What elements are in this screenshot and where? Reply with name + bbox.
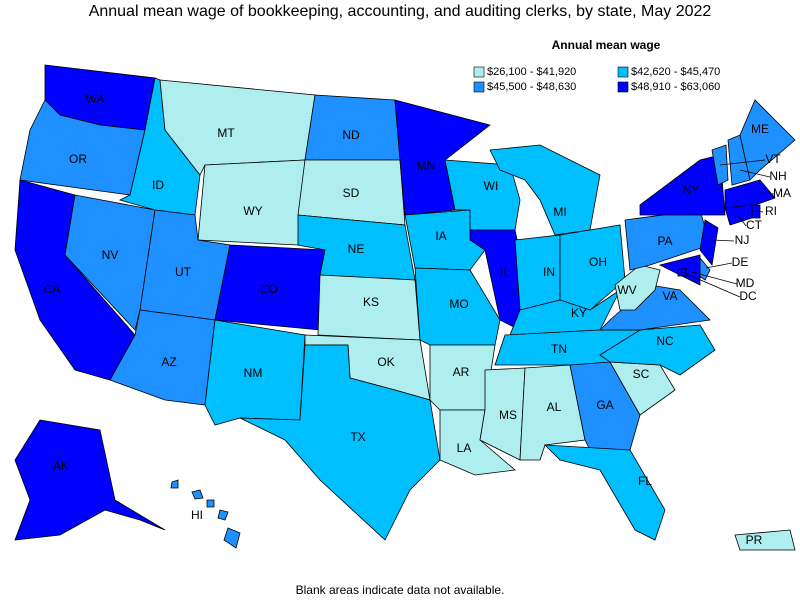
leader-line [719,159,766,166]
legend-label: $26,100 - $41,920 [487,66,576,78]
state-label: SD [343,186,360,200]
state-label: KS [363,295,379,309]
state-label: WA [86,92,105,106]
legend-label: $42,620 - $45,470 [631,66,720,78]
state-shape [217,509,229,521]
state-label: AL [547,400,562,414]
state-label: WV [617,283,636,297]
state-label: RI [765,204,777,218]
legend-swatch [617,81,629,93]
map-title: Annual mean wage of bookkeeping, account… [89,3,712,20]
legend-label: $45,500 - $48,630 [487,81,576,93]
state-shape [191,489,204,500]
state-label: IN [543,265,555,279]
state-label: AR [453,365,470,379]
leader-line [759,192,775,195]
state-shape [543,444,666,541]
state-shape [639,154,726,216]
state-label: LA [457,441,472,455]
legend: $26,100 - $41,920 $42,620 - $45,470 $45,50… [473,66,720,93]
state-label: CO [260,282,278,296]
state-label: MD [736,276,755,290]
leader-line [705,262,733,269]
state-shape [734,529,796,551]
leader-line [711,239,735,242]
state-shape [14,419,166,541]
state-label: HI [191,508,203,522]
state-labels: WA OR CA NV ID MT WY UT AZ CO NM ND SD NE KS OK TX MN IA MO… [44,92,791,547]
state-label: PR [746,533,763,547]
state-shape [724,204,753,226]
state-label: MO [449,297,468,311]
state-label: MI [553,205,566,219]
state-label: NE [348,242,365,256]
state-shape [404,209,486,271]
states [14,64,796,551]
state-label: ID [152,178,164,192]
state-shape [206,499,215,508]
state-label: AK [53,459,69,473]
state-shape [197,159,306,246]
state-label: OK [377,355,394,369]
state-label: OR [69,152,87,166]
state-label: VT [765,152,781,166]
state-label: TX [350,430,365,444]
leader-line [739,169,771,178]
state-shape [739,99,796,181]
state-label: NM [244,366,263,380]
state-label: IA [435,229,446,243]
state-shape [223,527,241,549]
state-label: VA [662,289,677,303]
state-label: OH [589,255,607,269]
leader-line [681,271,741,298]
legend-swatch [617,66,629,78]
state-label: TN [551,342,567,356]
legend-title: Annual mean wage [552,38,661,52]
state-shape [699,219,719,266]
state-label: NJ [735,233,750,247]
state-label: SC [633,367,650,381]
leader-line [691,271,738,285]
state-shape [479,367,526,461]
state-label: KY [571,306,587,320]
state-shape [559,224,626,311]
legend-swatch [473,81,485,93]
state-shape [489,144,601,236]
state-label: MS [499,408,517,422]
state-shape [239,344,441,541]
state-label: MN [417,159,436,173]
state-label: CA [44,282,61,296]
state-shape [170,479,179,489]
state-label: ME [751,122,769,136]
state-label: DE [732,255,749,269]
state-label: NC [656,334,674,348]
state-label: WY [243,204,262,218]
state-shape [724,179,776,209]
state-shape [64,194,156,331]
state-label: WI [484,179,499,193]
state-label: MT [217,126,235,140]
state-label: DC [739,289,757,303]
state-label: ND [342,128,360,142]
state-label: NY [683,183,700,197]
legend-swatch [473,66,485,78]
footnote: Blank areas indicate data not available. [296,583,505,597]
state-label: GA [596,398,613,412]
state-label: FL [638,474,652,488]
state-label: AZ [161,355,176,369]
state-label: CT [746,218,763,232]
state-label: UT [175,265,192,279]
leader-line [737,214,747,227]
leader-line [755,210,764,213]
state-label: MA [773,186,791,200]
state-label: PA [657,234,672,248]
state-label: NH [769,169,786,183]
state-label: IL [500,265,510,279]
state-label: NV [102,248,119,262]
state-shape [599,324,716,376]
legend-label: $48,910 - $63,060 [631,81,720,93]
